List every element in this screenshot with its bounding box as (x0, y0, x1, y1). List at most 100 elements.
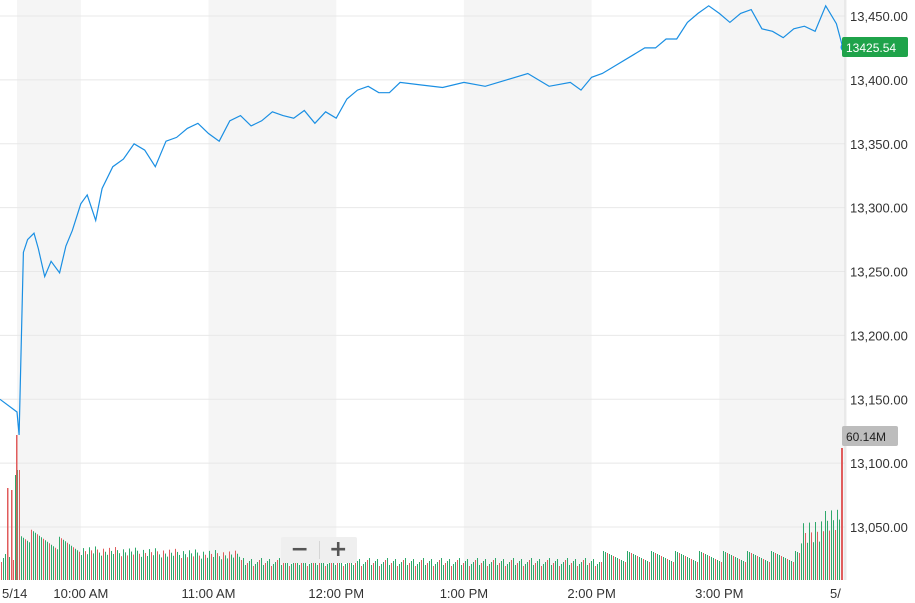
volume-bar (495, 558, 496, 580)
volume-bar (133, 554, 134, 580)
volume-bar (679, 553, 680, 580)
y-axis: 13,050.00 13,100.00 13,150.00 13,200.00 13,2… (850, 9, 908, 535)
volume-bar (41, 537, 42, 580)
volume-bar (363, 564, 364, 580)
volume-bar (635, 555, 636, 580)
volume-bar (407, 565, 408, 580)
volume-bar (447, 561, 448, 580)
volume-bar (203, 551, 204, 580)
volume-bar (163, 550, 164, 580)
volume-bar (773, 552, 774, 580)
volume-bar (555, 561, 556, 580)
volume-bar (571, 563, 572, 580)
volume-bar (265, 563, 266, 580)
volume-bar (241, 560, 242, 580)
volume-bar (175, 548, 176, 580)
volume-bar (837, 509, 838, 580)
volume-bar (299, 565, 300, 580)
volume-bar (769, 562, 770, 580)
x-tick-label: 10:00 AM (53, 586, 108, 601)
volume-bar (827, 520, 828, 580)
volume-bar (519, 561, 520, 580)
volume-bar (459, 558, 460, 580)
volume-bar (181, 558, 182, 580)
volume-bar (239, 556, 240, 580)
volume-bar (683, 555, 684, 580)
volume-bar (99, 552, 100, 580)
volume-bar (139, 553, 140, 580)
volume-bar (377, 559, 378, 580)
volume-bar (119, 553, 120, 580)
volume-bar (65, 541, 66, 580)
volume-bar (573, 561, 574, 580)
volume-bar (617, 558, 618, 580)
volume-label: 60.14M (846, 430, 886, 444)
volume-bar (19, 470, 20, 580)
volume-bar (225, 555, 226, 580)
volume-bar (267, 561, 268, 580)
x-tick-label: 2:00 PM (567, 586, 615, 601)
volume-bar (601, 562, 602, 580)
volume-bar (67, 542, 68, 580)
volume-bar (149, 549, 150, 580)
volume-bar (665, 558, 666, 580)
volume-bar (13, 560, 14, 580)
volume-bar (153, 555, 154, 580)
volume-bar (741, 560, 742, 580)
volume-bar (831, 510, 832, 580)
volume-bar (211, 553, 212, 580)
volume-bar (593, 559, 594, 580)
volume-bar (89, 547, 90, 580)
volume-bar (513, 558, 514, 580)
volume-bar (157, 551, 158, 580)
volume-bar (461, 565, 462, 580)
volume-bar (739, 559, 740, 580)
y-tick-label: 13,200.00 (850, 328, 908, 343)
volume-bar (477, 558, 478, 580)
volume-bar (233, 557, 234, 580)
volume-bar (323, 559, 324, 580)
volume-bar (715, 559, 716, 580)
volume-bar (621, 560, 622, 580)
volume-bar (785, 558, 786, 580)
volume-bar (209, 550, 210, 580)
volume-bar (525, 564, 526, 580)
volume-bar (199, 555, 200, 580)
zoom-out-button[interactable]: − (290, 537, 309, 562)
volume-bar (173, 555, 174, 580)
volume-bar (273, 564, 274, 580)
volume-bar (607, 553, 608, 580)
volume-bar (135, 547, 136, 580)
volume-bar (289, 566, 290, 580)
volume-bar (533, 565, 534, 580)
volume-bar (123, 549, 124, 580)
volume-bars (1, 435, 843, 580)
volume-bar (685, 556, 686, 580)
volume-bar (301, 563, 302, 580)
volume-bar (643, 559, 644, 580)
volume-bar (31, 529, 32, 580)
zoom-control: − + (281, 537, 357, 563)
volume-bar (383, 562, 384, 580)
volume-bar (809, 522, 810, 580)
volume-bar (681, 554, 682, 580)
volume-bar (587, 565, 588, 580)
volume-bar (5, 554, 6, 580)
volume-bar (307, 566, 308, 580)
volume-bar (559, 566, 560, 580)
volume-bar (749, 552, 750, 580)
volume-bar (585, 558, 586, 580)
volume-bar (101, 555, 102, 580)
volume-bar (821, 521, 822, 580)
volume-bar (313, 560, 314, 580)
volume-bar (387, 558, 388, 580)
volume-bar (449, 559, 450, 580)
volume-bar (829, 530, 830, 580)
zoom-in-button[interactable]: + (329, 537, 348, 562)
volume-bar (423, 558, 424, 580)
y-tick-label: 13,150.00 (850, 392, 908, 407)
volume-bar (309, 564, 310, 580)
volume-bar (501, 561, 502, 580)
volume-bar (567, 558, 568, 580)
